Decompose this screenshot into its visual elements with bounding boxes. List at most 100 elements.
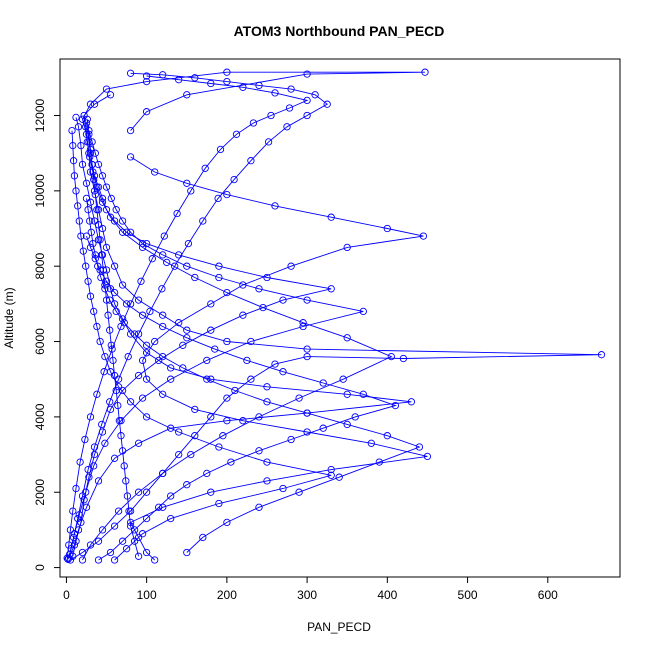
data-point	[283, 123, 291, 131]
data-point	[104, 311, 112, 319]
data-point	[160, 232, 168, 240]
data-point	[86, 100, 95, 108]
data-point	[211, 345, 219, 353]
data-point	[287, 85, 295, 93]
data-point	[223, 77, 231, 86]
data-point	[70, 172, 79, 180]
data-point	[122, 545, 131, 553]
data-point	[415, 443, 424, 451]
data-point	[78, 115, 87, 123]
data-point	[203, 356, 211, 365]
data-point	[264, 138, 273, 146]
data-point	[183, 334, 191, 342]
data-point	[91, 190, 99, 199]
data-point	[101, 352, 109, 361]
data-point	[77, 141, 85, 150]
y-tick-label: 4000	[33, 403, 47, 430]
data-point	[122, 477, 130, 485]
data-point	[124, 352, 132, 361]
data-point	[78, 556, 87, 564]
data-point	[118, 217, 127, 225]
data-point	[126, 69, 135, 77]
data-point	[130, 330, 139, 338]
data-point	[86, 145, 95, 154]
series-line	[69, 72, 329, 555]
data-point	[102, 206, 111, 214]
data-point	[98, 526, 107, 534]
y-axis-label: Altitude (m)	[2, 287, 16, 348]
data-point	[72, 113, 80, 122]
data-point	[255, 503, 263, 511]
series-layer	[63, 68, 606, 564]
data-point	[76, 458, 84, 466]
data-point	[303, 96, 311, 105]
data-point	[118, 228, 127, 236]
data-point	[101, 285, 109, 293]
data-point	[191, 432, 199, 440]
data-point	[263, 477, 271, 485]
data-point	[101, 439, 109, 447]
data-point	[327, 465, 335, 474]
y-tick-label: 10000	[33, 174, 47, 208]
data-point	[247, 337, 255, 346]
data-point	[319, 379, 327, 387]
data-point	[163, 258, 171, 267]
data-point	[84, 206, 92, 214]
data-point	[63, 554, 71, 562]
data-point	[115, 417, 124, 425]
data-point	[383, 224, 391, 233]
data-point	[207, 300, 215, 308]
x-tick-label: 0	[63, 588, 70, 602]
data-point	[81, 435, 89, 444]
data-point	[199, 217, 207, 225]
data-point	[65, 550, 74, 559]
data-point	[75, 217, 83, 225]
data-point	[285, 104, 294, 112]
data-point	[68, 126, 76, 135]
data-point	[215, 443, 223, 451]
data-point	[90, 462, 98, 470]
x-tick-label: 600	[538, 588, 558, 602]
data-point	[159, 352, 167, 361]
data-point	[327, 213, 335, 221]
x-axis: 0 100 200 300 400 500 600	[63, 577, 558, 602]
data-point	[179, 364, 187, 372]
data-point	[126, 522, 135, 530]
data-point	[142, 108, 151, 116]
data-point	[271, 202, 279, 210]
data-point	[88, 138, 96, 146]
data-point	[295, 488, 303, 496]
data-point	[112, 206, 120, 214]
data-point	[303, 345, 311, 353]
data-point	[259, 303, 267, 312]
series-group	[65, 69, 331, 559]
data-point	[167, 364, 175, 372]
data-point	[78, 548, 87, 557]
data-point	[138, 311, 147, 319]
data-point	[93, 390, 101, 398]
x-axis-label: PAN_PECD	[307, 620, 371, 634]
data-point	[175, 450, 183, 459]
data-point	[86, 292, 95, 300]
data-point	[138, 394, 147, 402]
data-point	[155, 356, 163, 365]
data-point	[142, 375, 151, 383]
data-point	[96, 236, 104, 244]
series-group	[68, 126, 335, 564]
data-point	[249, 119, 258, 127]
data-point	[179, 341, 187, 349]
series-line	[67, 130, 364, 560]
data-point	[74, 514, 82, 523]
y-tick-label: 6000	[33, 328, 47, 355]
series-line	[71, 130, 332, 561]
data-point	[303, 352, 311, 361]
data-point	[112, 307, 120, 316]
data-point	[69, 157, 78, 165]
data-point	[187, 450, 195, 459]
data-point	[90, 443, 99, 451]
data-point	[191, 273, 199, 282]
data-point	[255, 447, 263, 455]
data-point	[184, 239, 193, 248]
data-point	[98, 420, 106, 429]
